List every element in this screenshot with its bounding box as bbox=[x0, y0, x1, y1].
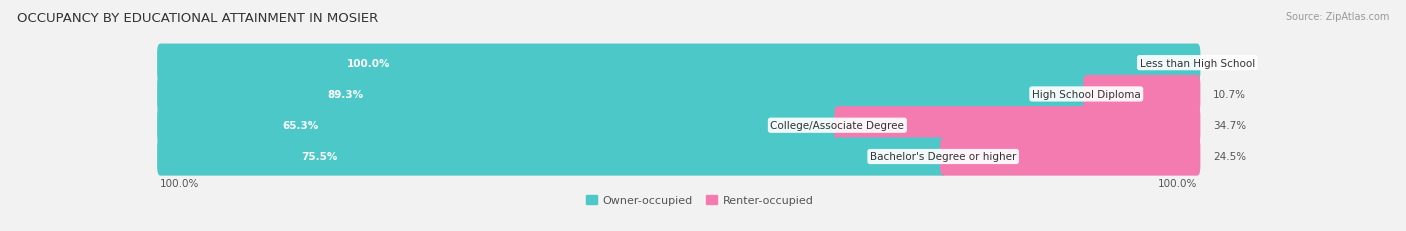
Text: Source: ZipAtlas.com: Source: ZipAtlas.com bbox=[1285, 12, 1389, 21]
FancyBboxPatch shape bbox=[157, 138, 1201, 176]
Text: 75.5%: 75.5% bbox=[301, 152, 337, 162]
Legend: Owner-occupied, Renter-occupied: Owner-occupied, Renter-occupied bbox=[585, 195, 814, 205]
FancyBboxPatch shape bbox=[941, 138, 1201, 176]
FancyBboxPatch shape bbox=[157, 44, 1201, 82]
Text: 65.3%: 65.3% bbox=[283, 121, 318, 131]
FancyBboxPatch shape bbox=[157, 107, 841, 145]
Text: OCCUPANCY BY EDUCATIONAL ATTAINMENT IN MOSIER: OCCUPANCY BY EDUCATIONAL ATTAINMENT IN M… bbox=[17, 12, 378, 24]
Text: 10.7%: 10.7% bbox=[1213, 90, 1246, 100]
Text: 0.0%: 0.0% bbox=[1213, 58, 1239, 68]
FancyBboxPatch shape bbox=[1083, 76, 1201, 113]
Text: 100.0%: 100.0% bbox=[160, 179, 200, 188]
FancyBboxPatch shape bbox=[834, 107, 1201, 145]
Text: 100.0%: 100.0% bbox=[1157, 179, 1197, 188]
FancyBboxPatch shape bbox=[157, 107, 1201, 145]
FancyBboxPatch shape bbox=[157, 44, 1201, 82]
Text: Bachelor's Degree or higher: Bachelor's Degree or higher bbox=[870, 152, 1017, 162]
FancyBboxPatch shape bbox=[157, 76, 1201, 113]
Text: 100.0%: 100.0% bbox=[347, 58, 391, 68]
Text: Less than High School: Less than High School bbox=[1140, 58, 1254, 68]
FancyBboxPatch shape bbox=[157, 76, 1090, 113]
Text: High School Diploma: High School Diploma bbox=[1032, 90, 1140, 100]
Text: College/Associate Degree: College/Associate Degree bbox=[770, 121, 904, 131]
Text: 24.5%: 24.5% bbox=[1213, 152, 1246, 162]
FancyBboxPatch shape bbox=[157, 138, 946, 176]
Text: 34.7%: 34.7% bbox=[1213, 121, 1246, 131]
Text: 89.3%: 89.3% bbox=[328, 90, 363, 100]
